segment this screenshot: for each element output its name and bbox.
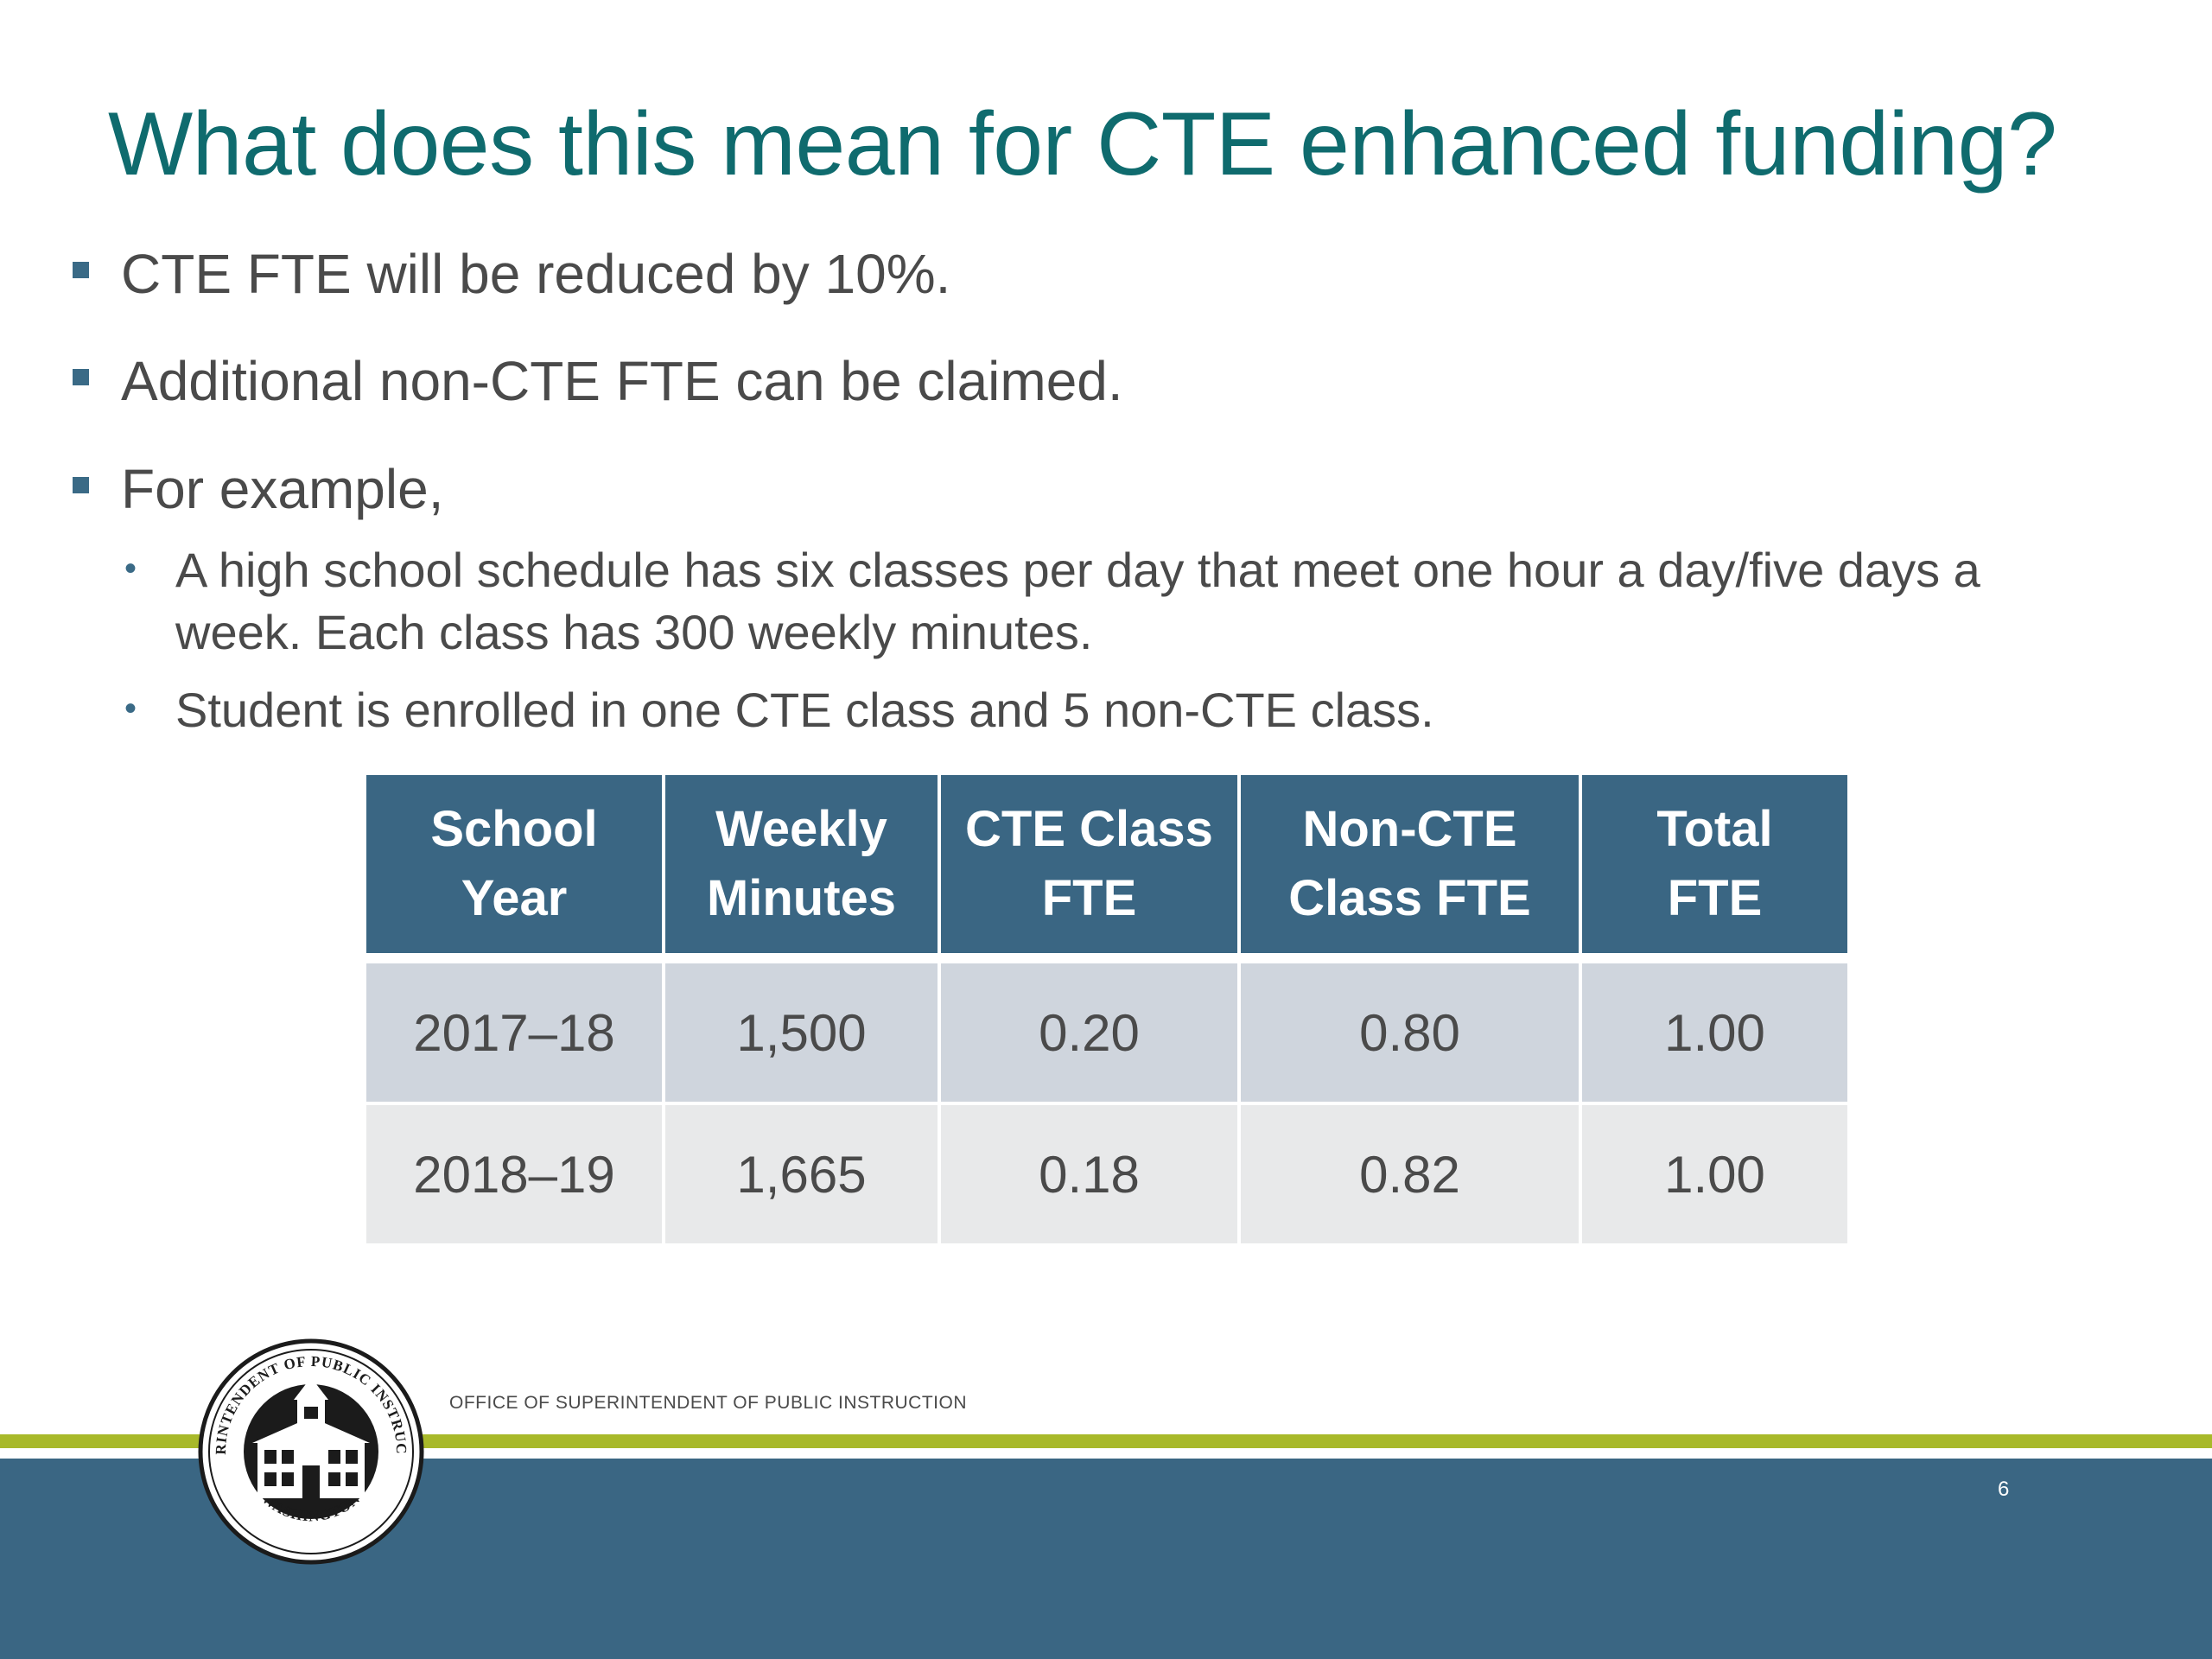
bullet-marker xyxy=(73,369,89,385)
cell-non-cte-class-fte: 0.80 xyxy=(1241,963,1579,1102)
sub-bullet-item: Student is enrolled in one CTE class and… xyxy=(175,683,1434,737)
header-weekly-minutes: Weekly Minutes xyxy=(665,775,938,960)
sub-bullet-item: A high school schedule has six classes p… xyxy=(175,543,1980,659)
cell-total-fte: 1.00 xyxy=(1582,1105,1847,1243)
header-cte-class-fte: CTE Class FTE xyxy=(941,775,1237,960)
bullet-marker xyxy=(73,262,89,278)
footer-green-stripe xyxy=(0,1434,2212,1448)
cell-weekly-minutes: 1,665 xyxy=(665,1105,938,1243)
sub-bullet-marker: • xyxy=(124,550,137,588)
header-total-fte: Total FTE xyxy=(1582,775,1847,960)
fte-comparison-table: School Year Weekly Minutes CTE Class FTE No… xyxy=(363,772,1851,1247)
table-row: 2018–19 1,665 0.18 0.82 1.00 xyxy=(366,1105,1847,1243)
cell-cte-class-fte: 0.18 xyxy=(941,1105,1237,1243)
bullet-item: Additional non-CTE FTE can be claimed. xyxy=(121,350,1123,412)
table-row: 2017–18 1,500 0.20 0.80 1.00 xyxy=(366,963,1847,1102)
cell-non-cte-class-fte: 0.82 xyxy=(1241,1105,1579,1243)
header-non-cte-class-fte: Non-CTE Class FTE xyxy=(1241,775,1579,960)
ospi-seal-logo: SUPERINTENDENT OF PUBLIC INSTRUCTION WAS… xyxy=(197,1338,424,1565)
cell-total-fte: 1.00 xyxy=(1582,963,1847,1102)
footer-org-name: OFFICE OF SUPERINTENDENT OF PUBLIC INSTR… xyxy=(449,1393,967,1413)
bullet-marker xyxy=(73,477,89,493)
schoolhouse-icon xyxy=(252,1367,370,1498)
bullet-item: CTE FTE will be reduced by 10%. xyxy=(121,243,951,305)
cell-school-year: 2018–19 xyxy=(366,1105,662,1243)
bullet-item: For example, xyxy=(121,458,444,520)
slide-title: What does this mean for CTE enhanced fun… xyxy=(108,94,2057,194)
cell-weekly-minutes: 1,500 xyxy=(665,963,938,1102)
table-header-row: School Year Weekly Minutes CTE Class FTE No… xyxy=(366,775,1847,960)
page-number: 6 xyxy=(1998,1478,2010,1501)
cell-school-year: 2017–18 xyxy=(366,963,662,1102)
cell-cte-class-fte: 0.20 xyxy=(941,963,1237,1102)
header-school-year: School Year xyxy=(366,775,662,960)
sub-bullet-marker: • xyxy=(124,690,137,728)
